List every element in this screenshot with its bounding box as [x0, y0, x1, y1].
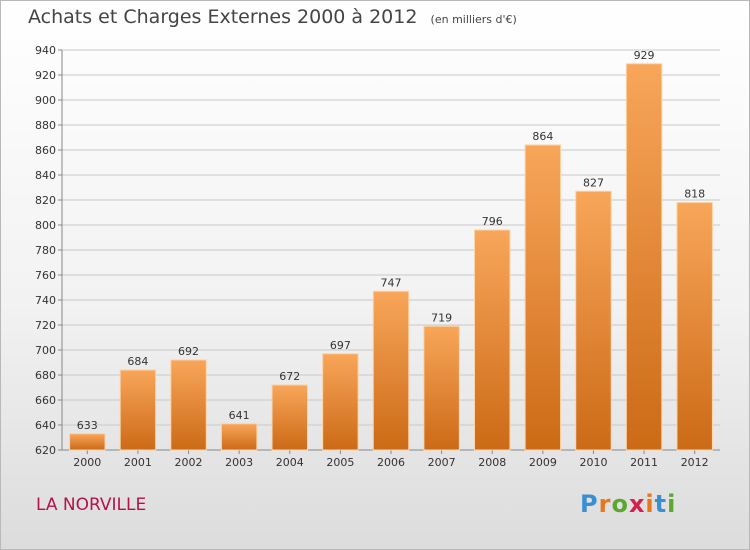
bar-value-label: 692	[178, 345, 199, 358]
y-tick-label: 760	[35, 269, 56, 282]
bar-2012	[676, 202, 713, 451]
chart-title: Achats et Charges Externes 2000 à 2012 (…	[28, 6, 517, 28]
y-tick-label: 880	[35, 119, 56, 132]
y-tick-label: 620	[35, 444, 56, 457]
y-tick-label: 940	[35, 44, 56, 57]
bar-2010	[575, 190, 612, 451]
bar-2009	[524, 144, 562, 451]
logo-letter: o	[611, 490, 629, 518]
y-tick-label: 820	[35, 194, 56, 207]
x-tick-label: 2010	[579, 456, 607, 469]
proxiti-logo: Proxiti	[580, 490, 676, 518]
x-tick-label: 2012	[681, 456, 709, 469]
logo-letter: r	[598, 490, 612, 518]
logo-letter: i	[645, 490, 655, 518]
y-tick-label: 640	[35, 419, 56, 432]
bar-value-label: 672	[279, 370, 300, 383]
x-tick-label: 2004	[276, 456, 304, 469]
x-tick-label: 2005	[326, 456, 354, 469]
logo-letter: P	[580, 490, 599, 518]
y-tick-label: 920	[35, 69, 56, 82]
x-tick-label: 2003	[225, 456, 253, 469]
logo-letter: i	[667, 490, 677, 518]
bar-2003	[220, 423, 258, 451]
bar-2005	[322, 353, 359, 451]
bar-2007	[423, 325, 460, 451]
bar-2000	[69, 433, 106, 451]
y-tick-label: 680	[35, 369, 56, 382]
logo-letter: x	[628, 490, 646, 518]
y-tick-label: 780	[35, 244, 56, 257]
bar-2001	[119, 369, 157, 451]
y-tick-label: 860	[35, 144, 56, 157]
y-tick-label: 900	[35, 94, 56, 107]
labels: 620 640 660 680 700 720 740 760 780 800 820 840 860 8…	[35, 44, 709, 469]
chart-title-text: Achats et Charges Externes 2000 à 2012	[28, 6, 418, 28]
y-tick-label: 840	[35, 169, 56, 182]
x-tick-label: 2009	[529, 456, 557, 469]
bar-value-label: 719	[431, 311, 452, 324]
y-tick-label: 740	[35, 294, 56, 307]
bar-value-label: 864	[532, 130, 553, 143]
commune-label: LA NORVILLE	[36, 495, 147, 515]
y-tick-label: 720	[35, 319, 56, 332]
x-tick-label: 2000	[73, 456, 101, 469]
bar-2004	[271, 384, 308, 451]
bar-value-label: 641	[229, 409, 250, 422]
bar-2006	[372, 290, 410, 451]
bars	[69, 63, 713, 451]
bar-value-label: 796	[482, 215, 503, 228]
x-tick-label: 2008	[478, 456, 506, 469]
bar-value-label: 818	[684, 188, 705, 201]
x-tick-label: 2002	[175, 456, 203, 469]
x-tick-label: 2001	[124, 456, 152, 469]
bar-value-label: 929	[634, 49, 655, 62]
x-tick-label: 2006	[377, 456, 405, 469]
x-tick-label: 2011	[630, 456, 658, 469]
y-tick-label: 700	[35, 344, 56, 357]
bar-2008	[474, 229, 511, 451]
bar-value-label: 827	[583, 176, 604, 189]
x-tick-label: 2007	[428, 456, 456, 469]
bar-value-label: 697	[330, 339, 351, 352]
chart-unit-note: (en milliers d'€)	[430, 13, 517, 26]
y-tick-label: 800	[35, 219, 56, 232]
bar-2011	[625, 63, 663, 451]
bar-value-label: 633	[77, 419, 98, 432]
logo-letter: t	[654, 490, 668, 518]
bar-value-label: 747	[381, 276, 402, 289]
y-tick-label: 660	[35, 394, 56, 407]
bar-2002	[170, 359, 207, 451]
bar-value-label: 684	[127, 355, 148, 368]
